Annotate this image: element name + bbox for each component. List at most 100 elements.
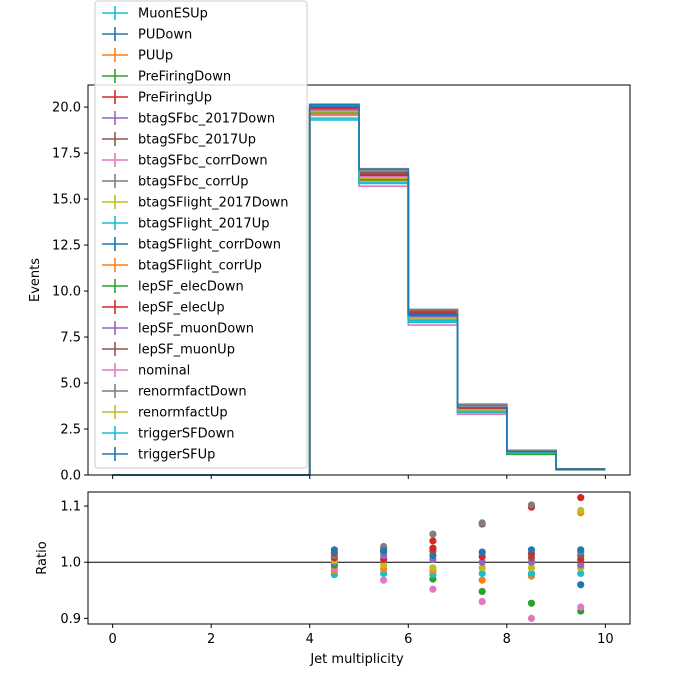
legend-label: btagSFlight_2017Down	[138, 196, 289, 211]
ratio-point	[478, 587, 486, 596]
main-ytick-label: 7.5	[60, 331, 81, 346]
ratio-ytick-label: 1.0	[60, 556, 81, 571]
ratio-point	[577, 581, 585, 589]
legend-label: PUUp	[138, 49, 173, 64]
legend-label: triggerSFDown	[138, 427, 234, 442]
ratio-point	[478, 597, 486, 606]
ratio-point	[429, 544, 437, 552]
ratio-point	[429, 585, 437, 593]
legend-label: lepSF_muonDown	[138, 322, 254, 337]
legend-entry-btagSFbc_corrDown: btagSFbc_corrDown	[102, 153, 268, 169]
ratio-xlabel: Jet multiplicity	[309, 652, 404, 667]
legend-entry-PUDown: PUDown	[102, 27, 192, 43]
main-ytick-label: 5.0	[60, 377, 81, 392]
legend-entry-btagSFbc_2017Up: btagSFbc_2017Up	[102, 132, 256, 148]
legend-entry-triggerSFUp: triggerSFUp	[102, 447, 215, 463]
legend-entry-btagSFlight_corrUp: btagSFlight_corrUp	[102, 258, 262, 274]
ratio-ylabel: Ratio	[35, 541, 50, 574]
ratio-ytick-label: 0.9	[60, 612, 81, 627]
ratio-point	[478, 576, 486, 584]
legend-label: btagSFlight_2017Up	[138, 217, 269, 232]
legend-label: PUDown	[138, 28, 192, 43]
legend-label: PreFiringUp	[138, 91, 212, 106]
legend-label: PreFiringDown	[138, 70, 231, 85]
ratio-xtick-label: 8	[503, 632, 511, 647]
ratio-ytick-label: 1.1	[60, 500, 81, 515]
legend-label: btagSFbc_corrUp	[138, 175, 249, 190]
legend-entry-btagSFlight_corrDown: btagSFlight_corrDown	[102, 237, 281, 253]
ratio-point	[478, 548, 486, 556]
ratio-point	[380, 561, 388, 569]
ratio-point	[527, 614, 536, 622]
ratio-point	[527, 599, 536, 607]
ratio-point	[478, 569, 486, 578]
ratio-point	[527, 546, 536, 554]
legend-entry-PreFiringUp: PreFiringUp	[102, 90, 212, 106]
legend-label: renormfactUp	[138, 406, 228, 421]
legend-label: lepSF_elecUp	[138, 301, 225, 316]
ratio-point	[577, 561, 585, 569]
ratio-xtick-label: 0	[108, 632, 116, 647]
legend: MuonESUp PUDown PUUp PreFiringDown PreFiring…	[94, 0, 308, 469]
ratio-point	[577, 603, 585, 611]
ratio-point	[429, 564, 437, 572]
main-ytick-label: 0.0	[60, 469, 81, 484]
legend-label: btagSFbc_2017Up	[138, 133, 256, 148]
ratio-point	[527, 569, 536, 578]
ratio-point	[577, 546, 585, 554]
legend-entry-renormfactDown: renormfactDown	[102, 384, 247, 400]
ratio-point	[577, 569, 585, 578]
legend-entry-lepSF_muonDown: lepSF_muonDown	[102, 321, 254, 337]
legend-label: lepSF_muonUp	[138, 343, 235, 358]
main-ytick-label: 20.0	[52, 101, 81, 116]
ratio-point	[478, 564, 486, 572]
legend-entry-btagSFlight_2017Down: btagSFlight_2017Down	[102, 195, 289, 211]
ratio-axes-frame	[87, 491, 631, 625]
ratio-point	[429, 537, 437, 545]
ratio-point	[330, 546, 338, 554]
legend-label: btagSFbc_2017Down	[138, 112, 275, 127]
legend-entry-triggerSFDown: triggerSFDown	[102, 426, 234, 442]
legend-entry-btagSFbc_corrUp: btagSFbc_corrUp	[102, 174, 249, 190]
ratio-point	[478, 558, 486, 566]
legend-entry-lepSF_elecDown: lepSF_elecDown	[102, 279, 244, 295]
ratio-point	[380, 576, 388, 584]
legend-label: nominal	[138, 364, 190, 379]
ratio-point	[429, 530, 437, 538]
main-axes-frame	[87, 84, 631, 476]
legend-entry-lepSF_elecUp: lepSF_elecUp	[102, 300, 225, 316]
main-ytick-label: 15.0	[52, 193, 81, 208]
ratio-plot: 0.9 1.0 1.1 0 2 4 6 8 10	[60, 491, 631, 647]
ratio-point	[577, 506, 585, 515]
legend-label: MuonESUp	[138, 7, 208, 22]
legend-entry-btagSFbc_2017Down: btagSFbc_2017Down	[102, 111, 275, 127]
ratio-xtick-label: 6	[404, 632, 412, 647]
legend-label: triggerSFUp	[138, 448, 215, 463]
ratio-xtick-label: 2	[207, 632, 215, 647]
legend-label: btagSFbc_corrDown	[138, 154, 268, 169]
ratio-xtick-label: 4	[306, 632, 314, 647]
ratio-point	[577, 494, 585, 502]
main-ytick-label: 12.5	[52, 239, 81, 254]
legend-entry-lepSF_muonUp: lepSF_muonUp	[102, 342, 235, 358]
ratio-point	[380, 547, 388, 555]
legend-entry-btagSFlight_2017Up: btagSFlight_2017Up	[102, 216, 269, 232]
legend-entry-PreFiringDown: PreFiringDown	[102, 69, 231, 85]
main-ylabel: Events	[28, 258, 43, 302]
legend-box	[94, 0, 308, 469]
legend-label: btagSFlight_corrUp	[138, 259, 262, 274]
legend-entry-nominal: nominal	[102, 363, 190, 379]
legend-entry-renormfactUp: renormfactUp	[102, 405, 228, 421]
legend-entry-PUUp: PUUp	[102, 48, 173, 64]
main-ytick-label: 17.5	[52, 147, 81, 162]
legend-label: lepSF_elecDown	[138, 280, 244, 295]
main-plot: 0.0 2.5 5.0 7.5 10.0 12.5 15.0 17.5 20.0	[52, 84, 631, 484]
ratio-xtick-label: 10	[597, 632, 614, 647]
main-ytick-label: 10.0	[52, 285, 81, 300]
legend-label: btagSFlight_corrDown	[138, 238, 281, 253]
main-ytick-label: 2.5	[60, 423, 81, 438]
ratio-point	[527, 564, 536, 572]
legend-entry-MuonESUp: MuonESUp	[102, 6, 208, 22]
ratio-point	[527, 501, 536, 509]
